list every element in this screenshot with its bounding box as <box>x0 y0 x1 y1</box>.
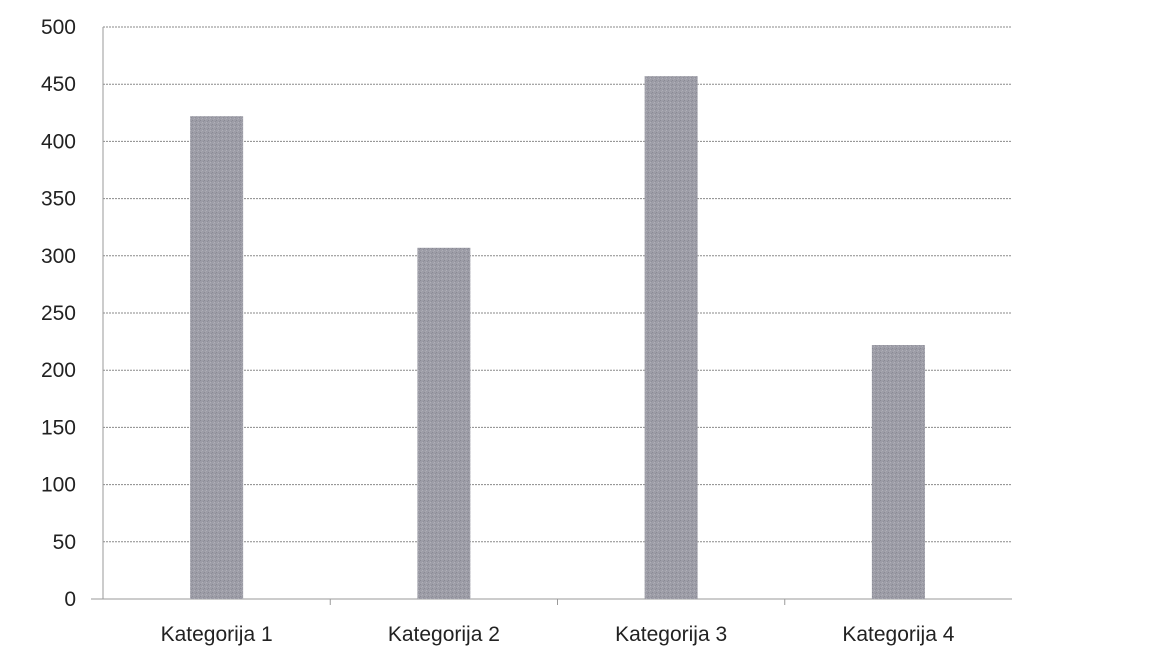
axes <box>91 27 1012 605</box>
bar-1 <box>190 116 244 600</box>
y-axis-tick-labels: 0 50 100 150 200 250 300 350 400 450 500 <box>41 16 76 611</box>
x-tick-label: Kategorija 2 <box>388 623 500 646</box>
bars <box>190 76 925 600</box>
y-tick-label: 150 <box>41 416 76 439</box>
gridlines <box>103 26 1012 543</box>
y-tick-label: 0 <box>64 588 76 611</box>
y-tick-label: 500 <box>41 16 76 39</box>
y-tick-label: 50 <box>53 531 76 554</box>
y-tick-label: 250 <box>41 302 76 325</box>
x-tick-label: Kategorija 1 <box>161 623 273 646</box>
x-axis-tick-labels: Kategorija 1 Kategorija 2 Kategorija 3 Kate… <box>161 623 955 646</box>
y-tick-label: 300 <box>41 245 76 268</box>
bar-4 <box>871 345 925 599</box>
y-tick-label: 400 <box>41 130 76 153</box>
y-tick-label: 350 <box>41 188 76 211</box>
x-tick-label: Kategorija 4 <box>842 623 954 646</box>
y-tick-label: 200 <box>41 359 76 382</box>
x-tick-label: Kategorija 3 <box>615 623 727 646</box>
y-tick-label: 450 <box>41 73 76 96</box>
bar-3 <box>644 76 698 599</box>
bar-2 <box>417 247 471 600</box>
y-tick-label: 100 <box>41 474 76 497</box>
